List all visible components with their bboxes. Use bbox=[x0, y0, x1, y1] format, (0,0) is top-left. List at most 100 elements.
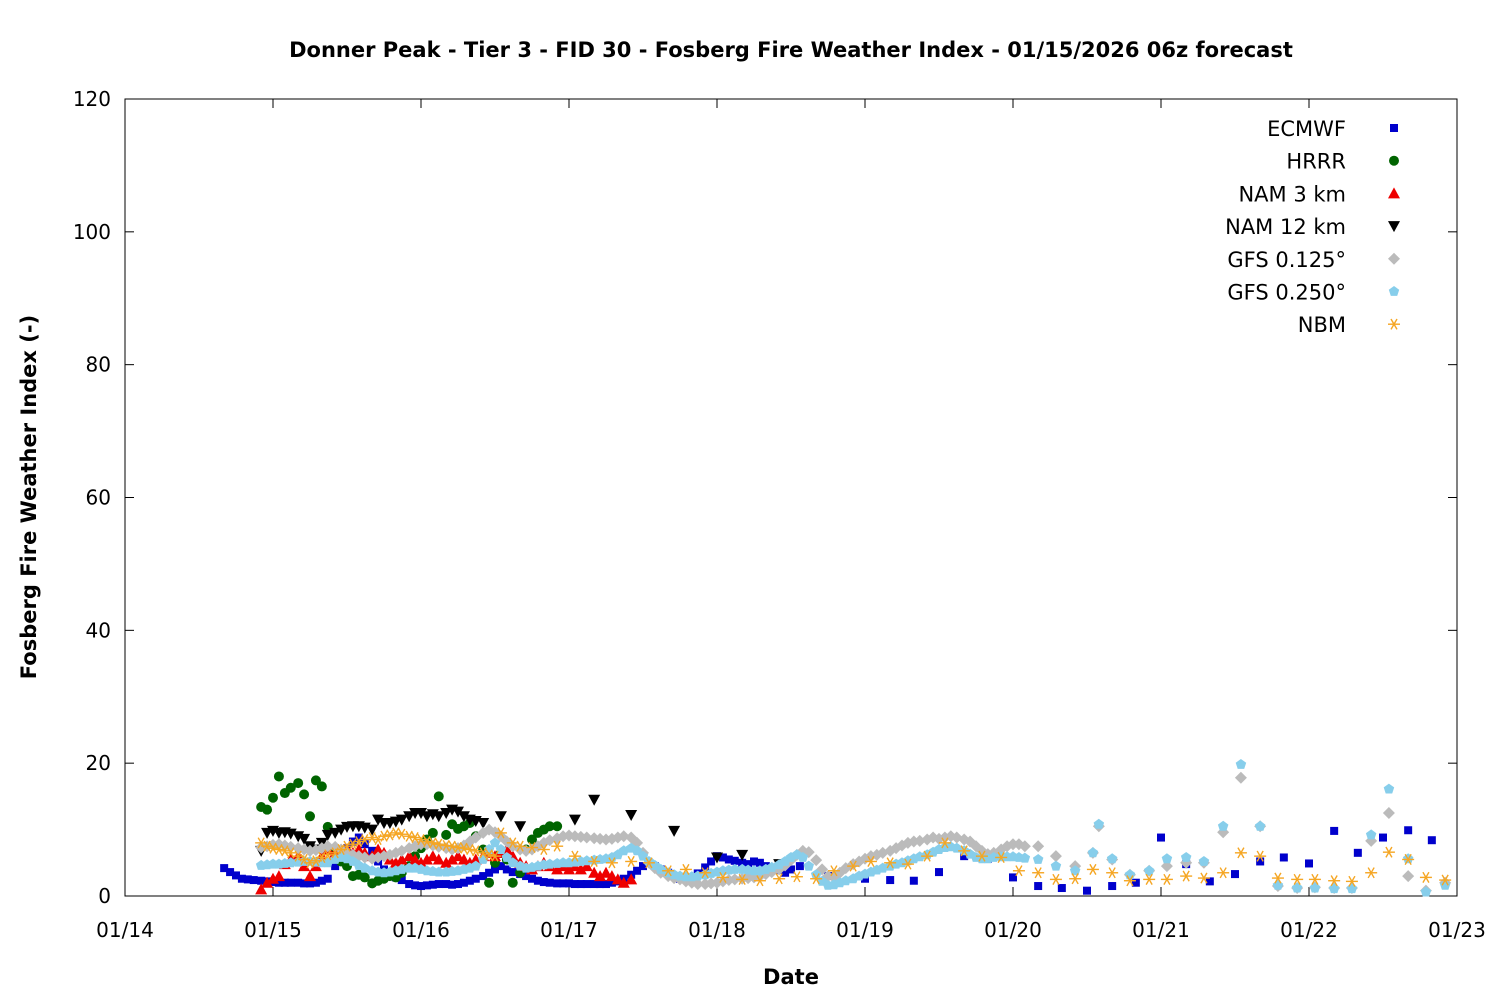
data-point bbox=[1279, 853, 1288, 862]
legend-entry: NAM 3 km bbox=[1238, 182, 1400, 206]
data-point bbox=[366, 824, 379, 836]
data-point bbox=[570, 880, 579, 889]
data-point bbox=[1012, 838, 1025, 851]
data-point bbox=[1198, 856, 1210, 866]
data-point bbox=[306, 879, 314, 888]
data-point bbox=[417, 882, 425, 891]
data-point bbox=[544, 858, 555, 869]
data-point bbox=[1018, 840, 1031, 853]
data-point bbox=[446, 840, 459, 852]
data-point bbox=[588, 794, 601, 806]
data-point bbox=[528, 874, 536, 883]
x-tick-label: 01/16 bbox=[392, 918, 450, 942]
data-point bbox=[1419, 871, 1432, 883]
data-point bbox=[803, 860, 814, 871]
x-tick: 01/19 bbox=[836, 99, 894, 942]
data-point bbox=[427, 827, 438, 838]
data-point bbox=[514, 821, 527, 833]
data-point bbox=[551, 840, 564, 852]
data-point bbox=[1131, 878, 1140, 887]
data-point bbox=[469, 831, 482, 844]
data-point bbox=[280, 878, 289, 887]
y-tick-label: 80 bbox=[86, 353, 111, 377]
data-point bbox=[1234, 771, 1247, 784]
legend-label: NAM 3 km bbox=[1238, 182, 1346, 206]
data-point bbox=[827, 865, 840, 877]
data-point bbox=[563, 863, 575, 875]
data-point bbox=[1180, 852, 1192, 862]
data-point bbox=[988, 852, 999, 862]
data-point bbox=[679, 863, 692, 875]
data-point bbox=[1049, 850, 1062, 863]
data-point bbox=[403, 830, 416, 842]
data-point bbox=[489, 837, 501, 848]
data-point bbox=[795, 862, 804, 871]
data-point bbox=[315, 850, 328, 862]
data-point bbox=[861, 874, 869, 883]
data-point bbox=[1009, 873, 1017, 882]
data-point bbox=[403, 850, 416, 862]
data-point bbox=[1123, 875, 1136, 887]
data-point bbox=[433, 791, 444, 802]
data-point bbox=[243, 875, 252, 884]
data-point bbox=[605, 870, 618, 882]
data-point bbox=[1143, 865, 1155, 876]
y-tick: 100 bbox=[73, 220, 1457, 244]
data-point bbox=[1365, 867, 1378, 879]
y-tick-label: 20 bbox=[86, 751, 111, 775]
data-point bbox=[316, 781, 327, 792]
data-point bbox=[909, 876, 918, 885]
data-point bbox=[441, 829, 452, 840]
data-point bbox=[1427, 836, 1436, 845]
data-point bbox=[1093, 818, 1105, 829]
data-point bbox=[1069, 873, 1082, 885]
data-point bbox=[605, 857, 618, 869]
data-point bbox=[1106, 867, 1119, 879]
data-point bbox=[286, 878, 295, 887]
data-point bbox=[699, 867, 712, 879]
data-point bbox=[1197, 872, 1210, 884]
data-point bbox=[1365, 829, 1377, 840]
data-point bbox=[1379, 833, 1387, 842]
data-point bbox=[938, 837, 951, 849]
y-tick: 40 bbox=[86, 618, 1457, 642]
legend-label: ECMWF bbox=[1267, 117, 1346, 141]
legend-entry: GFS 0.250° bbox=[1227, 281, 1400, 305]
data-point bbox=[559, 879, 568, 888]
data-point bbox=[323, 874, 332, 883]
data-point bbox=[864, 855, 877, 868]
data-point bbox=[884, 857, 897, 869]
series-nbm bbox=[255, 827, 1452, 887]
data-point bbox=[631, 845, 643, 856]
data-point bbox=[483, 849, 496, 861]
data-point bbox=[500, 835, 513, 848]
data-point bbox=[448, 880, 457, 889]
data-point bbox=[810, 873, 823, 885]
y-tick-label: 120 bbox=[73, 87, 111, 111]
data-point bbox=[718, 853, 727, 862]
data-point bbox=[730, 856, 739, 865]
data-point bbox=[662, 865, 675, 877]
data-point bbox=[1345, 875, 1358, 887]
data-point bbox=[565, 879, 573, 888]
data-point bbox=[633, 866, 642, 875]
legend-entry: HRRR bbox=[1286, 150, 1399, 174]
data-point bbox=[1404, 826, 1413, 835]
data-point bbox=[545, 878, 554, 887]
data-point bbox=[299, 789, 310, 800]
x-tick: 01/15 bbox=[244, 99, 302, 942]
data-series bbox=[220, 759, 1452, 897]
data-point bbox=[1439, 874, 1452, 886]
x-tick: 01/20 bbox=[984, 99, 1042, 942]
data-point bbox=[617, 830, 630, 843]
data-point bbox=[568, 814, 581, 826]
data-point bbox=[389, 856, 402, 868]
data-point bbox=[409, 853, 422, 865]
legend-marker bbox=[1388, 187, 1400, 199]
data-point bbox=[395, 828, 408, 840]
data-point bbox=[496, 862, 505, 871]
data-point bbox=[489, 850, 501, 862]
legend: ECMWF HRRR NAM 3 km NAM 12 km GFS 0.125° GFS … bbox=[1225, 117, 1400, 337]
data-point bbox=[304, 870, 316, 882]
